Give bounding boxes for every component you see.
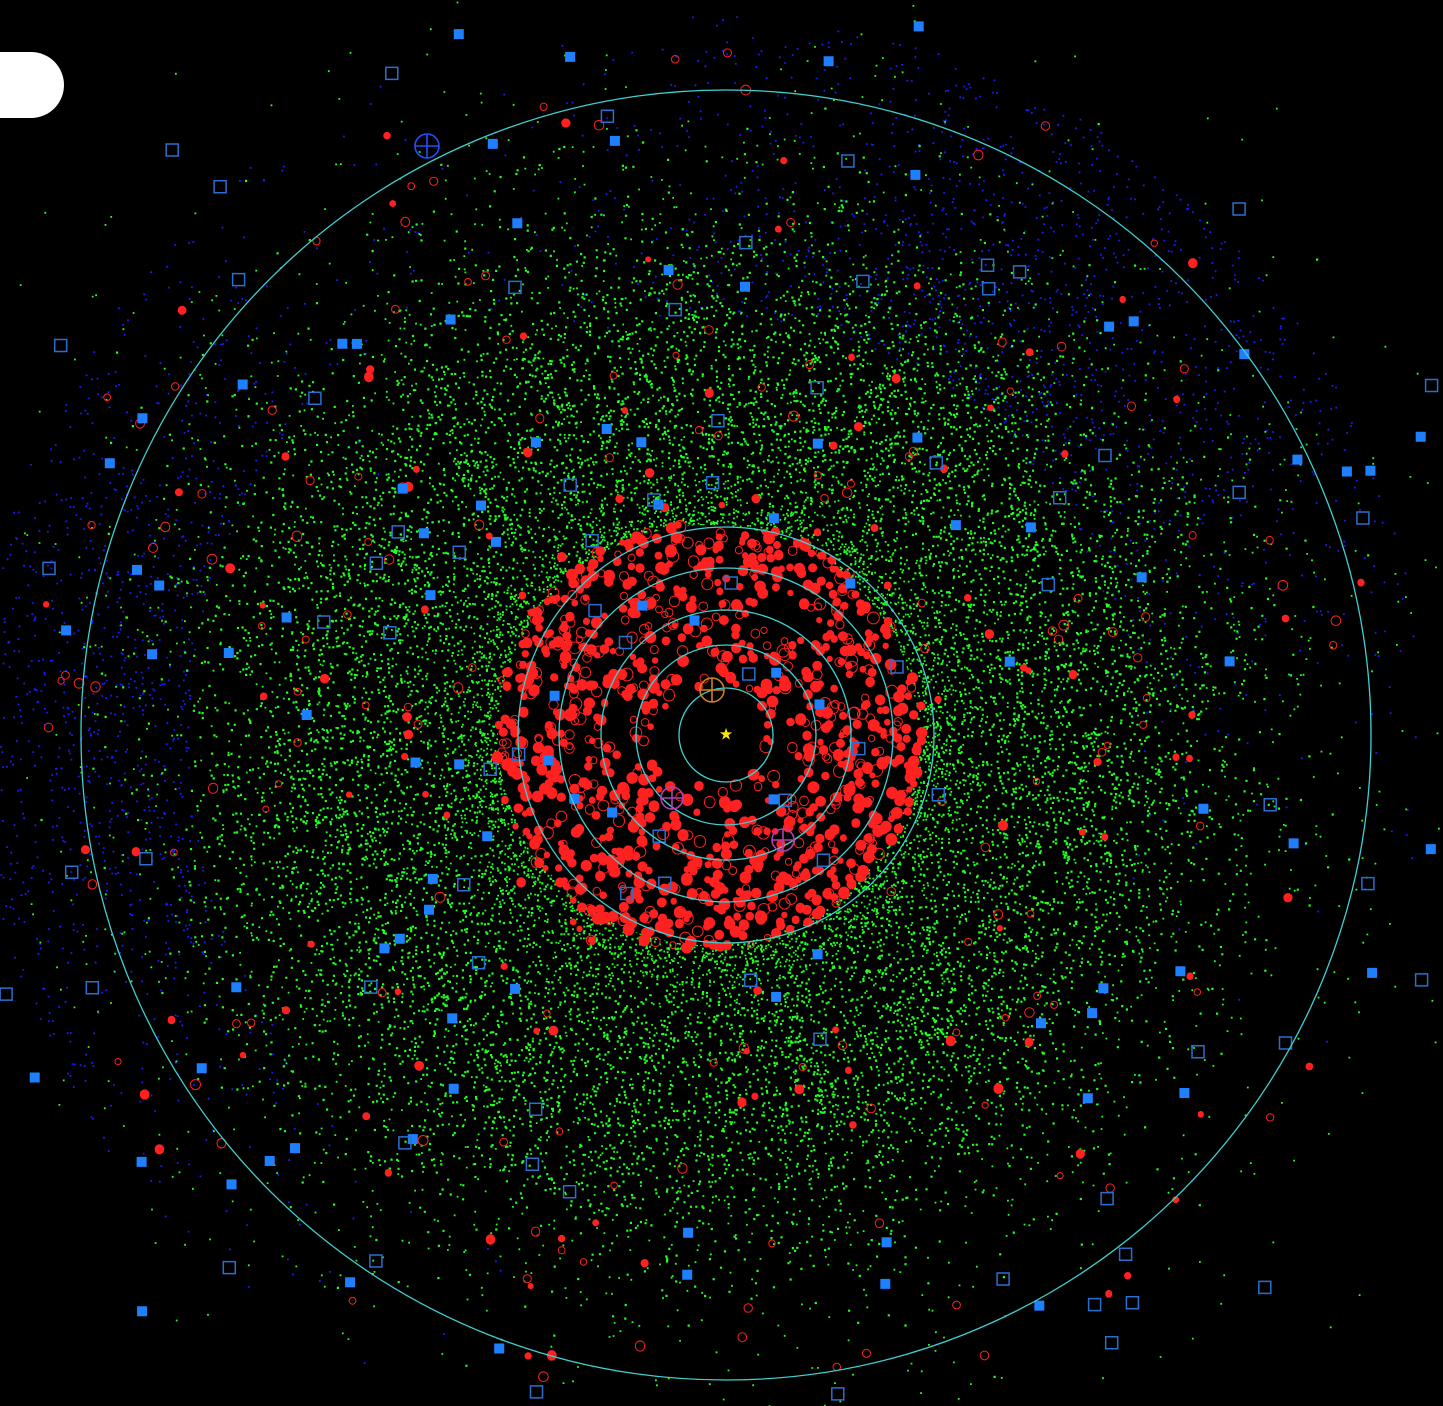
jupiter-marker: [771, 828, 795, 852]
orbit-5: [517, 526, 935, 944]
jupiter-cross: [772, 829, 794, 851]
mars-marker: [660, 786, 684, 810]
neptune-cross: [415, 134, 439, 158]
corner-tab[interactable]: [0, 52, 64, 118]
orbit-3: [600, 609, 852, 861]
inner-objects: [42, 48, 1365, 1382]
main-belt-particles: [19, 1, 1440, 1406]
orbit-1: [678, 687, 774, 783]
main-belt-dots: [40, 107, 1370, 1378]
inner-objects-open: [43, 48, 1342, 1382]
sun-icon: ★: [719, 725, 733, 744]
mars-cross: [661, 787, 683, 809]
earth-cross: [700, 678, 724, 702]
orbits: [80, 89, 1372, 1381]
orbit-4: [558, 567, 894, 903]
neptune-marker: [414, 133, 440, 159]
earth-marker: [699, 677, 725, 703]
orbit-2: [635, 644, 817, 826]
orbit-6: [80, 89, 1372, 1381]
